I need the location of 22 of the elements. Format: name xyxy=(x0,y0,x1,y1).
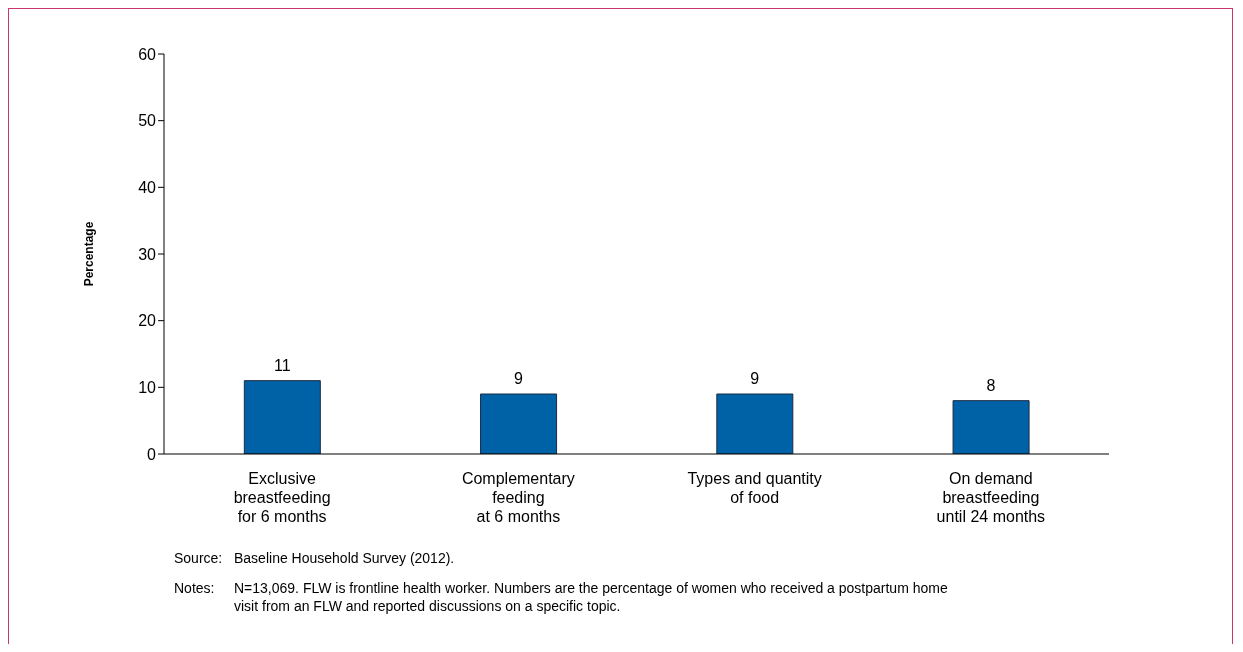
y-tick-label: 10 xyxy=(138,379,157,397)
x-tick-label: Exclusive breastfeeding for 6 months xyxy=(233,470,331,525)
bar xyxy=(716,393,794,454)
y-tick-label: 20 xyxy=(138,312,157,330)
y-axis-title: Percentage xyxy=(82,221,97,287)
data-label: 9 xyxy=(750,370,760,387)
x-tick-label: Types and quantity of food xyxy=(687,470,822,506)
x-tick-label: Complementary feeding at 6 months xyxy=(461,470,575,525)
y-tick-label: 60 xyxy=(138,45,157,63)
bar xyxy=(480,393,558,454)
y-tick-label: 40 xyxy=(138,179,157,197)
y-tick-label: 50 xyxy=(138,112,157,130)
x-tick-label: On demand breastfeeding until 24 months xyxy=(936,470,1046,525)
data-label: 9 xyxy=(514,370,524,387)
bar xyxy=(952,400,1030,454)
y-tick-label: 30 xyxy=(138,245,157,263)
data-label: 11 xyxy=(274,356,291,374)
bar xyxy=(243,380,321,454)
source-note: Source: Baseline Household Survey (2012). xyxy=(174,549,455,567)
data-label: 8 xyxy=(986,376,996,394)
y-tick-label: 0 xyxy=(147,445,157,463)
text: Notes: N=13,069. FLW is frontline health worker. Numbers are the percentage of women who received a postpartum home visit from an FLW and reported discussions on a specific topic. xyxy=(174,580,948,614)
